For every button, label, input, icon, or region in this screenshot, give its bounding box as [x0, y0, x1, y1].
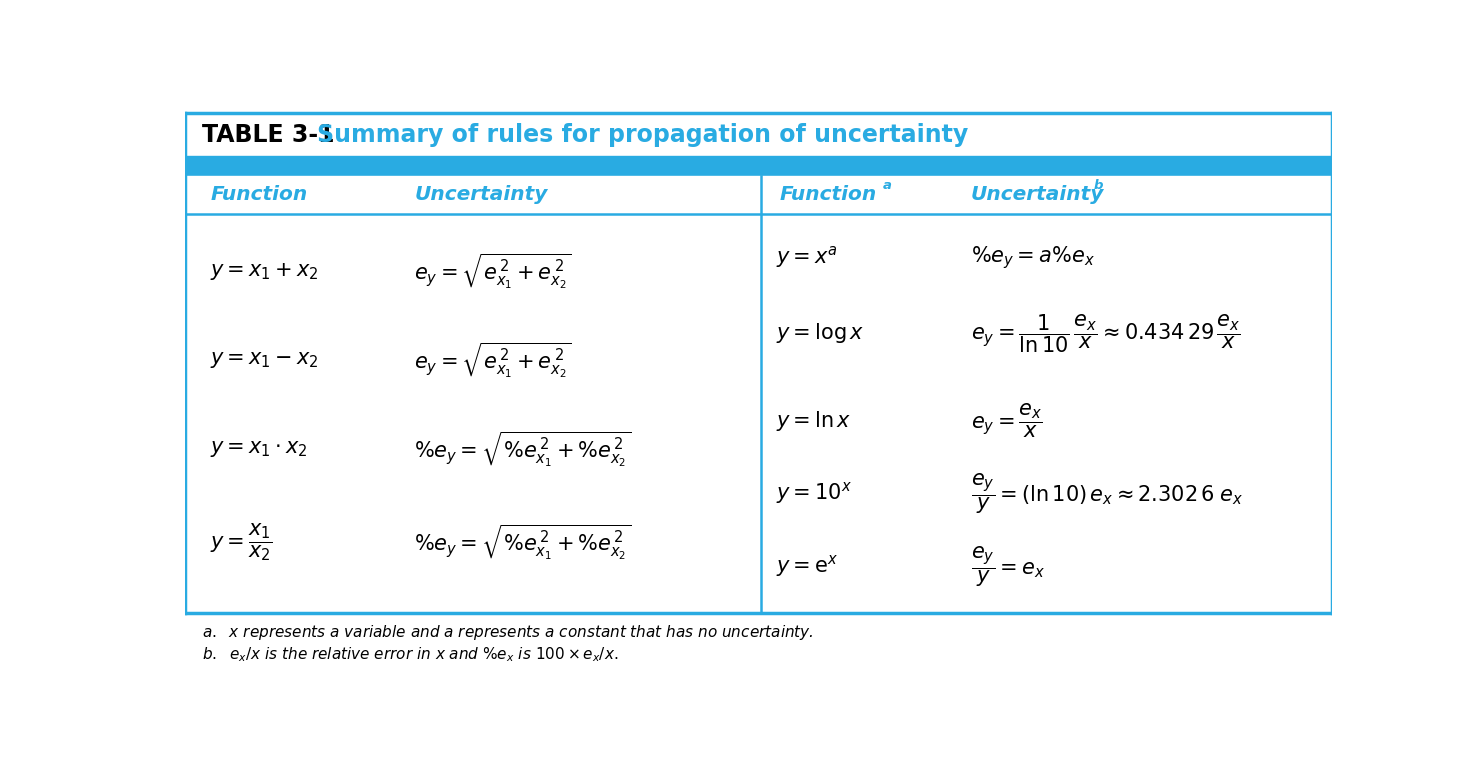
Text: $y = x^a$: $y = x^a$	[776, 244, 838, 270]
Text: $y = x_1 \cdot x_2$: $y = x_1 \cdot x_2$	[210, 439, 308, 459]
Text: $b.$  $e_x/x$ is the relative error in $x$ and $\%e_x$ is $100 \times e_x/x.$: $b.$ $e_x/x$ is the relative error in $x…	[203, 645, 619, 663]
Text: $e_y = \dfrac{e_x}{x}$: $e_y = \dfrac{e_x}{x}$	[971, 402, 1042, 440]
Text: $a.$  $x$ represents a variable and $a$ represents a constant that has no uncert: $a.$ $x$ represents a variable and $a$ r…	[203, 623, 814, 642]
Text: Function: Function	[778, 185, 876, 204]
Bar	[185, 113, 1332, 156]
Text: Summary of rules for propagation of uncertainty: Summary of rules for propagation of unce…	[317, 123, 968, 147]
Text: $y = \mathrm{e}^x$: $y = \mathrm{e}^x$	[776, 553, 838, 579]
Text: b: b	[1094, 180, 1103, 193]
Text: $e_y = \sqrt{e_{x_1}^{\,2} + e_{x_2}^{\,2}}$: $e_y = \sqrt{e_{x_1}^{\,2} + e_{x_2}^{\,…	[414, 340, 571, 380]
Text: $\dfrac{e_y}{y} = e_x$: $\dfrac{e_y}{y} = e_x$	[971, 543, 1045, 588]
Text: a: a	[882, 180, 891, 193]
Text: Uncertainty: Uncertainty	[971, 185, 1104, 204]
Text: $y = \ln x$: $y = \ln x$	[776, 409, 851, 433]
Text: TABLE 3-1: TABLE 3-1	[203, 123, 334, 147]
Text: Uncertainty: Uncertainty	[414, 185, 548, 204]
Text: $y = 10^x$: $y = 10^x$	[776, 481, 852, 506]
Text: $\dfrac{e_y}{y} = (\ln 10)\,e_x \approx 2.302\,6\;e_x$: $\dfrac{e_y}{y} = (\ln 10)\,e_x \approx …	[971, 471, 1243, 516]
Text: $\%e_y = \sqrt{\%e_{x_1}^{\,2} + \%e_{x_2}^{\,2}}$: $\%e_y = \sqrt{\%e_{x_1}^{\,2} + \%e_{x_…	[414, 522, 632, 562]
Text: $y = x_1 - x_2$: $y = x_1 - x_2$	[210, 350, 318, 370]
Text: $y = \dfrac{x_1}{x_2}$: $y = \dfrac{x_1}{x_2}$	[210, 522, 272, 563]
Bar	[185, 214, 1332, 613]
Text: $y = \log x$: $y = \log x$	[776, 321, 864, 346]
Bar	[185, 156, 1332, 176]
Text: $\%e_y = a\%e_x$: $\%e_y = a\%e_x$	[971, 244, 1095, 271]
Text: $y = x_1 + x_2$: $y = x_1 + x_2$	[210, 261, 318, 282]
Text: $e_y = \dfrac{1}{\ln 10}\,\dfrac{e_x}{x} \approx 0.434\,29\,\dfrac{e_x}{x}$: $e_y = \dfrac{1}{\ln 10}\,\dfrac{e_x}{x}…	[971, 312, 1240, 355]
Text: $e_y = \sqrt{e_{x_1}^{\,2} + e_{x_2}^{\,2}}$: $e_y = \sqrt{e_{x_1}^{\,2} + e_{x_2}^{\,…	[414, 252, 571, 291]
Text: $\%e_y = \sqrt{\%e_{x_1}^{\,2} + \%e_{x_2}^{\,2}}$: $\%e_y = \sqrt{\%e_{x_1}^{\,2} + \%e_{x_…	[414, 429, 632, 468]
Bar	[185, 176, 1332, 214]
Text: Function: Function	[210, 185, 308, 204]
